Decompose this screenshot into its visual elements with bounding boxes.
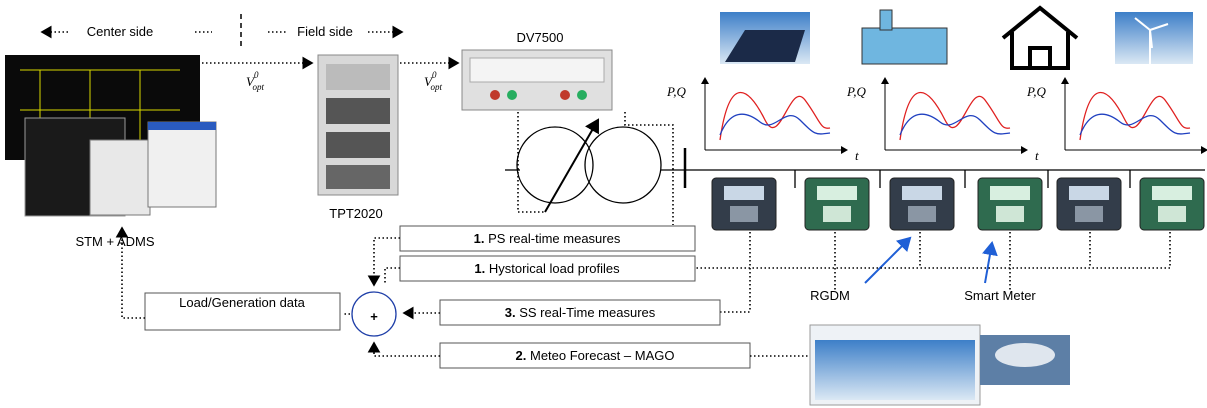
meter [1057, 178, 1121, 230]
measure: 2. Meteo Forecast – MAGO [516, 348, 675, 363]
y-axis-label: P,Q [666, 84, 687, 99]
meter-display [1069, 186, 1109, 200]
meter-display [724, 186, 764, 200]
curve-q [1080, 114, 1190, 135]
titlebar [148, 122, 216, 130]
axes [885, 80, 1027, 150]
measure-number: 3. [505, 305, 516, 320]
meter-display [1152, 186, 1192, 200]
dv-device: DV7500 [462, 30, 612, 110]
window [148, 122, 216, 207]
icons [720, 8, 1193, 68]
measure-text: SS real-Time measures [519, 305, 656, 320]
link [385, 268, 400, 285]
link [518, 112, 545, 212]
display [470, 58, 604, 82]
meteo-screenshot [810, 325, 1070, 405]
panel [326, 98, 390, 124]
meter-display [902, 186, 942, 200]
meter-keys [730, 206, 758, 222]
link [374, 238, 400, 285]
meter-keys [1075, 206, 1103, 222]
sub: opt [252, 82, 264, 92]
curve-p [900, 93, 1010, 141]
header: Center side Field side [42, 14, 402, 50]
measure-text: Meteo Forecast – MAGO [530, 348, 675, 363]
meter-display [990, 186, 1030, 200]
profile-charts: P,QtP,QtP,Qt [666, 78, 1207, 163]
cloud [995, 343, 1055, 367]
pointer [865, 238, 910, 283]
load-gen-label: Load/Generation data [179, 295, 306, 310]
axes [705, 80, 847, 150]
button [577, 90, 587, 100]
dv-label: DV7500 [517, 30, 564, 45]
measure-text: PS real-time measures [488, 231, 621, 246]
window [90, 140, 150, 215]
rgdm-label: RGDM [810, 288, 850, 303]
wind-icon [1115, 12, 1193, 64]
measure-number: 1. [474, 261, 485, 276]
stm-screens: STM + ADMS [5, 55, 216, 249]
tap-arrow [545, 120, 598, 212]
y-axis-label: P,Q [846, 84, 867, 99]
field-side: Field side [297, 24, 353, 39]
chimney [880, 10, 892, 30]
sup: 0 [432, 70, 437, 80]
meter-keys [908, 206, 936, 222]
curve-q [720, 114, 830, 135]
meter [1140, 178, 1204, 230]
tpt-cabinet: TPT2020 [318, 55, 398, 221]
factory-icon [862, 28, 947, 64]
meter-keys [996, 206, 1024, 222]
measure-number: 2. [516, 348, 527, 363]
sub: opt [430, 82, 442, 92]
curve-p [720, 93, 830, 141]
measure-number: 1. [474, 231, 485, 246]
panel [326, 64, 390, 90]
stm-label: STM + ADMS [75, 234, 154, 249]
link [374, 343, 440, 356]
y-axis-label: P,Q [1026, 84, 1047, 99]
meter [978, 178, 1042, 230]
measure: 1. Hystorical load profiles [474, 261, 620, 276]
house-icon [1003, 8, 1077, 68]
pointer [985, 243, 992, 283]
axes [1065, 80, 1207, 150]
winding [585, 127, 661, 203]
tpt-label: TPT2020 [329, 206, 382, 221]
winding [517, 127, 593, 203]
panel [326, 165, 390, 189]
x-axis-label: t [855, 148, 859, 163]
curve-q [900, 114, 1010, 135]
measure-text: Hystorical load profiles [489, 261, 620, 276]
measure: 3. SS real-Time measures [505, 305, 656, 320]
measures: 1. PS real-time measures 1. Hystorical l… [400, 226, 750, 368]
sky [815, 340, 975, 400]
sup: 0 [254, 70, 259, 80]
meter [712, 178, 776, 230]
curve-p [1080, 93, 1190, 141]
center-side: Center side [87, 24, 153, 39]
meter [890, 178, 954, 230]
body: Center side Field side STM + ADMS V0opt … [0, 0, 1207, 408]
button [560, 90, 570, 100]
x-axis-label: t [1035, 148, 1039, 163]
measure: 1. PS real-time measures [474, 231, 621, 246]
meter-keys [823, 206, 851, 222]
button [490, 90, 500, 100]
sum-symbol: + [370, 309, 378, 324]
link [625, 112, 673, 225]
meter [805, 178, 869, 230]
button [507, 90, 517, 100]
smart-meter-label: Smart Meter [964, 288, 1036, 303]
meter-links [695, 232, 1170, 312]
diagram: Center side Field side STM + ADMS V0opt … [0, 0, 1207, 408]
panel [326, 132, 390, 158]
page: Voltage control architecture {"header": … [0, 0, 1207, 408]
meter-keys [1158, 206, 1186, 222]
meter-display [817, 186, 857, 200]
